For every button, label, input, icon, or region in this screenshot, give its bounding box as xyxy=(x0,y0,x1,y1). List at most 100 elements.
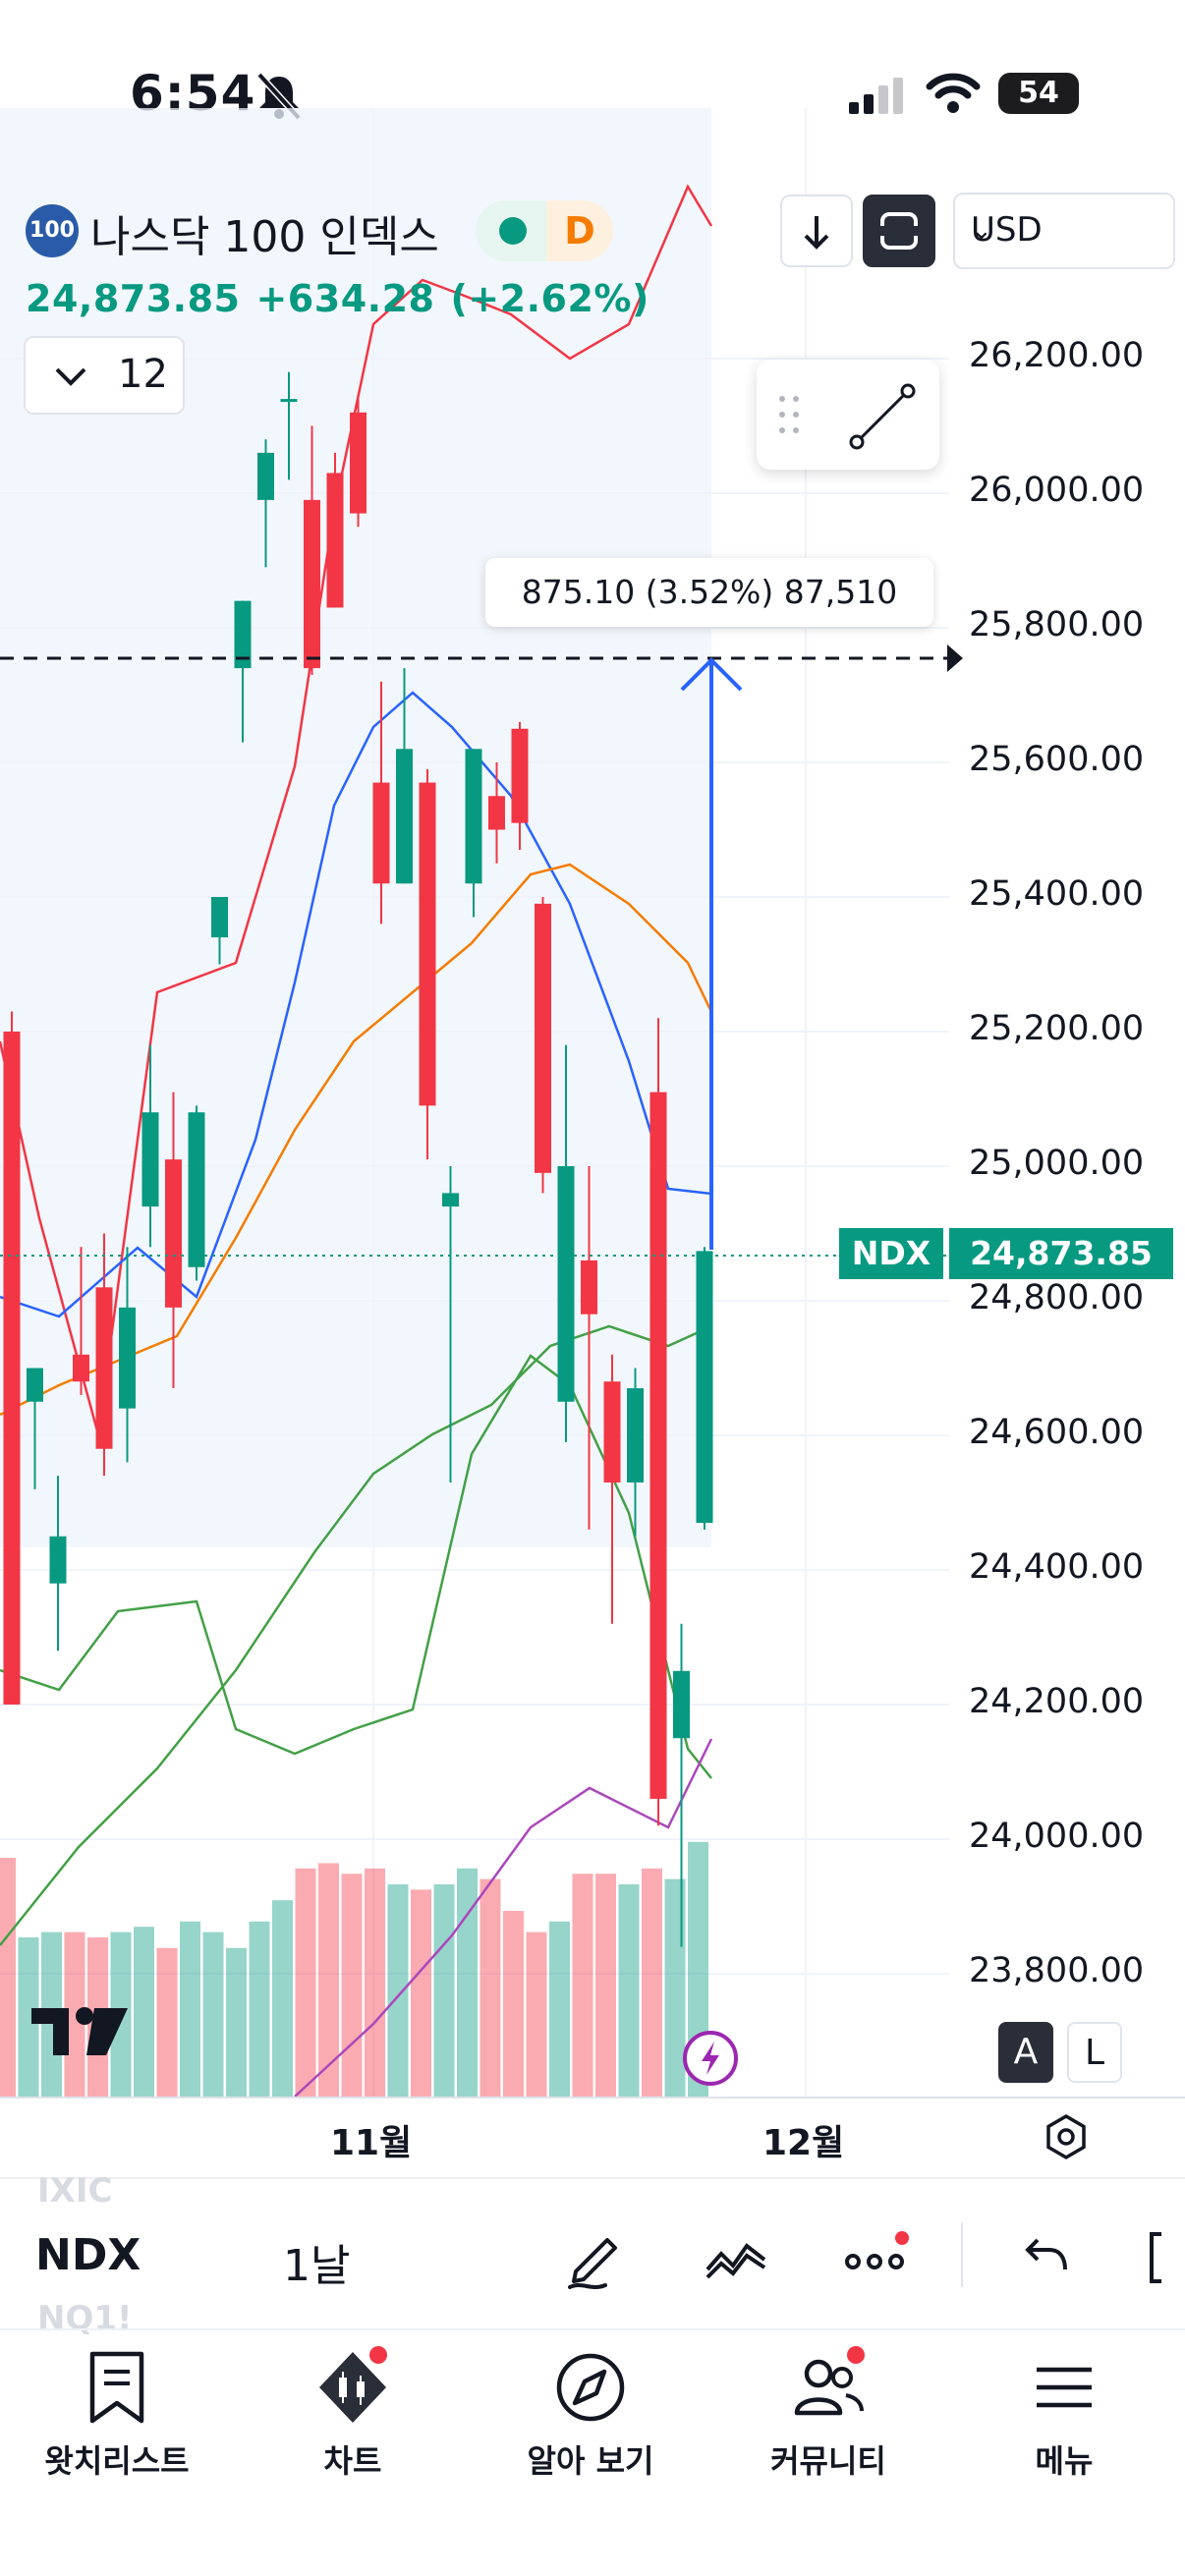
fullscreen-button[interactable] xyxy=(863,195,935,267)
download-button[interactable] xyxy=(780,195,853,267)
candle-body xyxy=(350,412,367,514)
nav-chart[interactable]: 차트 xyxy=(240,2336,466,2484)
volume-bar xyxy=(572,1874,593,2097)
chevron-down-icon xyxy=(55,367,86,386)
price-tick: 24,800.00 xyxy=(969,1278,1145,1317)
volume-bar xyxy=(318,1863,339,2097)
notification-dot xyxy=(369,2346,387,2364)
more-options-icon[interactable] xyxy=(837,2220,912,2295)
currency-select[interactable]: USD ⌄ xyxy=(953,193,1175,269)
price-tick: 24,200.00 xyxy=(969,1682,1145,1721)
moving-average-purple xyxy=(294,1738,713,2098)
volume-bar xyxy=(134,1927,154,2097)
last-price-tag: 24,873.85 xyxy=(949,1228,1173,1279)
candle-body xyxy=(165,1159,182,1308)
volume-bar xyxy=(664,1878,686,2097)
candle-body xyxy=(188,1112,205,1267)
candle-body xyxy=(304,499,320,669)
candle-body xyxy=(211,897,228,938)
cellular-signal-icon xyxy=(849,78,903,114)
volume-bar xyxy=(18,1937,39,2097)
price-tick: 24,600.00 xyxy=(969,1413,1145,1452)
candle-body xyxy=(95,1287,113,1449)
symbol-carousel-prev[interactable]: IXIC xyxy=(37,2171,113,2211)
volume-bar xyxy=(272,1900,293,2097)
time-axis-divider xyxy=(0,2097,1185,2099)
nav-watchlist[interactable]: 왓치리스트 xyxy=(4,2336,230,2484)
price-tick: 26,200.00 xyxy=(969,336,1145,375)
price-change: +634.28 xyxy=(255,277,435,320)
candle-body xyxy=(119,1307,136,1409)
volume-bar xyxy=(295,1868,316,2097)
candle-body xyxy=(280,399,298,403)
nav-community[interactable]: 커뮤니티 xyxy=(715,2336,941,2484)
lightning-icon[interactable] xyxy=(682,2030,739,2087)
price-tick: 23,800.00 xyxy=(969,1951,1145,1990)
floating-drawing-toolbar[interactable] xyxy=(757,360,939,470)
trend-line-icon[interactable] xyxy=(845,379,920,454)
volume-bar xyxy=(526,1932,547,2097)
volume-bar xyxy=(226,1947,247,2097)
candle-body xyxy=(603,1381,621,1483)
arrow-down-icon xyxy=(804,216,829,250)
price-tick: 24,000.00 xyxy=(969,1817,1145,1856)
volume-bar xyxy=(64,1932,85,2097)
last-price-symbol-tag: NDX xyxy=(839,1228,943,1279)
candle-body xyxy=(396,749,413,884)
currency-value: USD xyxy=(971,210,1043,250)
toolbar-interval[interactable]: 1날 xyxy=(283,2241,351,2291)
candle-body xyxy=(73,1354,89,1382)
target-line-marker xyxy=(947,644,963,672)
candle-body xyxy=(696,1251,713,1524)
undo-icon[interactable] xyxy=(1006,2220,1081,2295)
community-icon xyxy=(794,2359,864,2416)
symbol-badge: 100 xyxy=(26,204,79,257)
candle-body xyxy=(581,1260,597,1315)
candle-body xyxy=(257,452,274,500)
drag-handle-icon[interactable] xyxy=(774,391,804,438)
nav-menu[interactable]: 메뉴 xyxy=(951,2336,1177,2484)
candle-body xyxy=(511,728,529,823)
measure-arrow-head xyxy=(680,657,743,692)
nav-label: 메뉴 xyxy=(1035,2442,1094,2480)
nav-label: 알아 보기 xyxy=(527,2442,654,2480)
chart-icon xyxy=(319,2352,386,2423)
price-tick: 25,600.00 xyxy=(969,740,1145,779)
price-line: 24,873.85 +634.28 (+2.62%) xyxy=(26,277,649,320)
divider xyxy=(0,2328,1185,2330)
indicators-icon[interactable] xyxy=(700,2220,774,2295)
log-scale-button[interactable]: L xyxy=(1067,2022,1122,2083)
volume-bar xyxy=(433,1884,455,2097)
volume-bar xyxy=(642,1868,662,2097)
toolbar-symbol[interactable]: NDX xyxy=(35,2230,141,2280)
market-open-dot xyxy=(499,217,527,245)
volume-bar xyxy=(595,1874,616,2097)
candle-body xyxy=(488,796,505,830)
fullscreen-corner-icon[interactable] xyxy=(1140,2220,1185,2295)
price-tick: 25,000.00 xyxy=(969,1144,1145,1183)
chart-settings-icon[interactable] xyxy=(1042,2112,1091,2161)
volume-bar xyxy=(202,1932,224,2097)
nav-explore[interactable]: 알아 보기 xyxy=(478,2336,704,2484)
indicator-count-toggle[interactable]: 12 xyxy=(24,336,185,415)
indicator-count: 12 xyxy=(118,352,168,397)
candle-body xyxy=(535,903,551,1173)
wifi-icon xyxy=(926,73,981,113)
volume-bar xyxy=(480,1878,501,2097)
candle-body xyxy=(372,782,390,884)
caret-down-icon: ⌄ xyxy=(971,216,992,246)
volume-bar xyxy=(503,1911,524,2097)
candle-body xyxy=(557,1166,575,1402)
auto-scale-button[interactable]: A xyxy=(998,2022,1053,2083)
fullscreen-icon xyxy=(878,212,920,250)
symbol-carousel-next[interactable]: NQ1! xyxy=(37,2299,133,2338)
price-tick: 25,800.00 xyxy=(969,605,1145,644)
market-status-pill[interactable]: D xyxy=(476,200,613,261)
draw-pen-icon[interactable] xyxy=(558,2220,633,2295)
current-price: 24,873.85 xyxy=(26,277,241,320)
compass-icon xyxy=(556,2353,625,2422)
symbol-name[interactable]: 나스닥 100 인덱스 xyxy=(90,212,439,262)
interval-letter: D xyxy=(546,200,613,261)
price-tick: 25,400.00 xyxy=(969,874,1145,914)
candle-body xyxy=(326,473,344,608)
